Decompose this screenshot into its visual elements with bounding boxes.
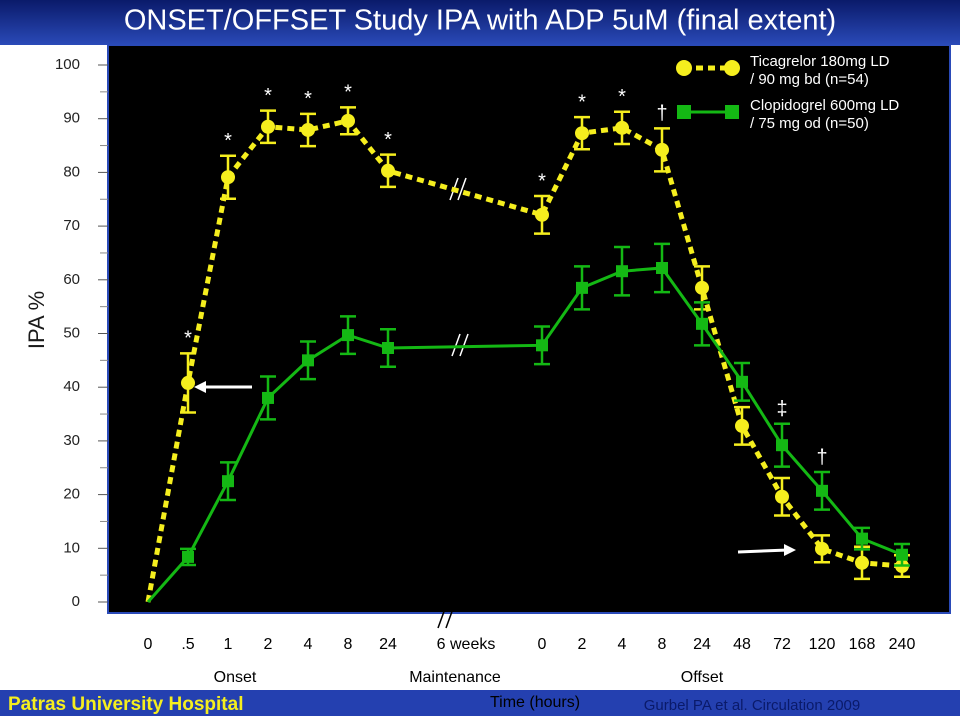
significance-marker: † bbox=[656, 103, 667, 125]
legend-marker bbox=[677, 105, 691, 119]
x-tick-label: 240 bbox=[889, 636, 916, 653]
y-tick-label: 70 bbox=[63, 217, 80, 234]
legend-marker bbox=[724, 60, 740, 76]
point bbox=[776, 439, 788, 452]
point bbox=[262, 391, 274, 404]
plot-area bbox=[107, 44, 951, 614]
y-tick-label: 100 bbox=[55, 56, 80, 73]
significance-marker: * bbox=[384, 129, 392, 151]
x-axis-label: Time (hours) bbox=[490, 694, 580, 711]
x-tick-label: 72 bbox=[773, 636, 791, 653]
point bbox=[302, 354, 314, 367]
axis-break bbox=[437, 605, 455, 629]
legend-label-line: / 75 mg od (n=50) bbox=[750, 115, 869, 132]
y-tick-label: 80 bbox=[63, 163, 80, 180]
y-tick-label: 60 bbox=[63, 271, 80, 288]
x-tick-label: 24 bbox=[693, 636, 711, 653]
point bbox=[341, 113, 355, 128]
significance-marker: * bbox=[618, 86, 626, 108]
y-tick-label: 10 bbox=[63, 539, 80, 556]
significance-marker: * bbox=[538, 170, 546, 192]
significance-marker: * bbox=[304, 88, 312, 110]
phase-label: Maintenance bbox=[409, 669, 501, 686]
point bbox=[222, 475, 234, 488]
significance-marker: ‡ bbox=[776, 398, 787, 420]
significance-marker: * bbox=[224, 130, 232, 152]
point bbox=[182, 550, 194, 563]
point bbox=[655, 142, 669, 157]
legend-marker bbox=[676, 60, 692, 76]
point bbox=[696, 317, 708, 330]
legend-label: Ticagrelor 180mg LD/ 90 mg bd (n=54) bbox=[750, 53, 890, 88]
x-tick-label: 1 bbox=[224, 636, 233, 653]
point bbox=[342, 329, 354, 342]
significance-marker: * bbox=[184, 328, 192, 350]
point bbox=[536, 339, 548, 352]
legend-label-line: / 90 mg bd (n=54) bbox=[750, 71, 869, 88]
point bbox=[816, 484, 828, 497]
y-tick-label: 90 bbox=[63, 110, 80, 127]
point bbox=[301, 122, 315, 137]
y-tick-label: 20 bbox=[63, 486, 80, 503]
point bbox=[221, 170, 235, 185]
x-tick-label: .5 bbox=[181, 636, 194, 653]
x-tick-label: 0 bbox=[144, 636, 153, 653]
legend-label-line: Clopidogrel 600mg LD bbox=[750, 97, 899, 114]
x-tick-label: 0 bbox=[538, 636, 547, 653]
x-tick-label: 24 bbox=[379, 636, 397, 653]
point bbox=[535, 207, 549, 222]
x-tick-label: 168 bbox=[849, 636, 876, 653]
x-tick-label: 2 bbox=[264, 636, 273, 653]
significance-marker: * bbox=[264, 85, 272, 107]
x-tick-label: 48 bbox=[733, 636, 751, 653]
legend-label: Clopidogrel 600mg LD/ 75 mg od (n=50) bbox=[750, 97, 899, 132]
x-break-label: 6 weeks bbox=[437, 636, 496, 653]
x-tick-label: 4 bbox=[618, 636, 627, 653]
citation: Gurbel PA et al. Circulation 2009 bbox=[644, 697, 861, 714]
point bbox=[616, 265, 628, 278]
point bbox=[656, 261, 668, 274]
point bbox=[855, 555, 869, 570]
legend-label-line: Ticagrelor 180mg LD bbox=[750, 53, 890, 70]
point bbox=[181, 375, 195, 390]
title-band bbox=[0, 0, 960, 45]
point bbox=[576, 281, 588, 294]
point bbox=[261, 119, 275, 134]
arrow bbox=[194, 381, 796, 556]
x-tick-label: 120 bbox=[809, 636, 836, 653]
footer-band bbox=[0, 690, 960, 716]
point bbox=[615, 120, 629, 135]
legend-marker bbox=[725, 105, 739, 119]
y-tick-label: 30 bbox=[63, 432, 80, 449]
point bbox=[896, 548, 908, 561]
point bbox=[735, 418, 749, 433]
x-tick-label: 8 bbox=[344, 636, 353, 653]
x-tick-label: 8 bbox=[658, 636, 667, 653]
y-axis-label: IPA % bbox=[24, 291, 49, 349]
point bbox=[575, 126, 589, 141]
footer-text: Patras University Hospital bbox=[8, 694, 243, 715]
x-tick-label: 2 bbox=[578, 636, 587, 653]
point bbox=[775, 489, 789, 504]
significance-marker: * bbox=[344, 82, 352, 104]
point bbox=[736, 375, 748, 388]
y-tick-label: 40 bbox=[63, 378, 80, 395]
phase-label: Offset bbox=[681, 669, 724, 686]
point bbox=[381, 163, 395, 178]
x-tick-label: 4 bbox=[304, 636, 313, 653]
phase-label: Onset bbox=[214, 669, 257, 686]
point bbox=[382, 341, 394, 354]
point bbox=[856, 532, 868, 545]
point bbox=[695, 280, 709, 295]
significance-marker: † bbox=[816, 446, 827, 468]
y-tick-label: 0 bbox=[72, 593, 80, 610]
point bbox=[815, 541, 829, 556]
chart-title: ONSET/OFFSET Study IPA with ADP 5uM (fin… bbox=[124, 5, 836, 37]
significance-marker: * bbox=[578, 91, 586, 113]
y-tick-label: 50 bbox=[63, 324, 80, 341]
